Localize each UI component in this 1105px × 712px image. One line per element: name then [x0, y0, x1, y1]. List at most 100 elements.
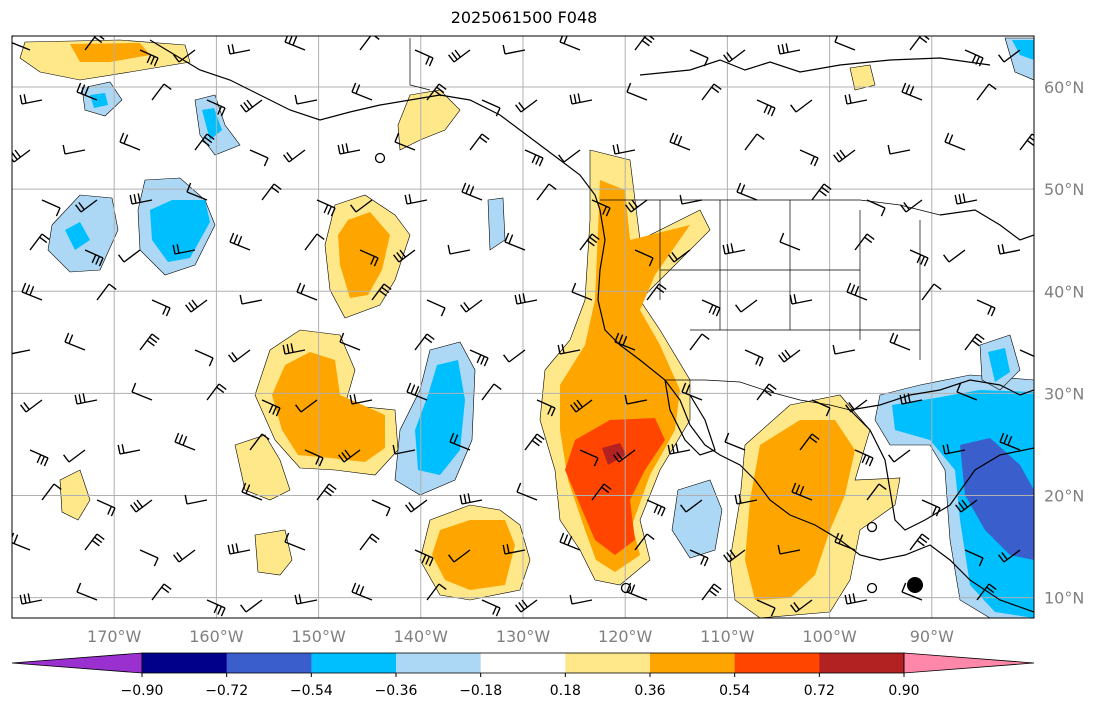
wind-barb	[997, 244, 1021, 255]
wind-barb	[909, 249, 929, 267]
colorbar-tick-label: −0.54	[290, 683, 333, 699]
wind-barb	[679, 194, 703, 205]
wind-barb	[186, 182, 208, 201]
wind-barb	[756, 599, 776, 617]
colorbar-tick-label: 0.72	[804, 683, 835, 699]
positive-blob-central-pacific-core	[272, 352, 385, 462]
wind-barb	[955, 499, 978, 513]
wind-barb	[723, 49, 746, 63]
wind-barb	[845, 399, 868, 413]
wind-barb	[626, 82, 648, 101]
wind-barb	[866, 483, 887, 501]
wind-barb	[206, 383, 227, 401]
wind-barb	[735, 299, 758, 313]
wind-barb	[756, 383, 777, 401]
wind-barb	[84, 533, 105, 551]
wind-barb	[736, 182, 758, 201]
wind-barb	[459, 493, 483, 505]
colorbar-segment	[480, 653, 566, 673]
longitude-label: 160°W	[189, 627, 244, 646]
wind-barb	[799, 149, 819, 167]
positive-plume-california-strong	[565, 418, 665, 555]
wind-barb	[29, 233, 50, 251]
wind-barb	[131, 382, 153, 401]
wind-barb	[832, 344, 856, 355]
wind-barb	[976, 583, 997, 601]
wind-barb	[228, 349, 251, 363]
wind-barb	[681, 382, 703, 401]
wind-barb	[414, 49, 434, 67]
wind-barb	[350, 199, 373, 213]
wind-barb	[84, 36, 105, 51]
wind-barb	[571, 282, 593, 301]
wind-barb	[834, 532, 856, 551]
positive-blob-small-north	[849, 64, 876, 91]
colorbar-segment	[819, 653, 905, 673]
wind-barb	[689, 333, 710, 351]
wind-barb	[239, 294, 263, 305]
wind-barb	[844, 94, 868, 105]
wind-barb	[680, 499, 703, 513]
wind-barb	[854, 449, 874, 467]
wind-barb	[956, 382, 978, 401]
wind-barb	[866, 199, 886, 217]
wind-barb	[481, 599, 501, 617]
negative-region-coast-small	[487, 197, 506, 251]
wind-barb	[338, 449, 361, 463]
wind-barb	[173, 49, 196, 63]
colorbar-segment	[734, 653, 820, 673]
wind-barb	[227, 44, 251, 55]
wind-barb	[998, 49, 1021, 63]
colorbar-tick-label: 0.54	[719, 683, 750, 699]
wind-barb	[316, 199, 336, 217]
wind-barb	[976, 299, 996, 317]
wind-barb	[481, 99, 501, 117]
wind-barb	[351, 582, 373, 601]
wind-barb	[634, 249, 654, 267]
wind-barb	[62, 144, 86, 155]
positive-blob-south-pacific-core	[432, 520, 515, 590]
wind-barb	[12, 532, 31, 551]
wind-barb	[294, 594, 318, 605]
wind-barb	[514, 293, 538, 305]
wind-barb	[41, 199, 61, 217]
map-frame	[11, 35, 1035, 619]
wind-barb	[579, 449, 599, 467]
wind-barb	[515, 99, 538, 113]
wind-barb	[261, 399, 281, 417]
wind-barb	[634, 36, 655, 51]
negative-region-west-core	[65, 222, 90, 250]
wind-barb	[909, 533, 930, 551]
wind-barb	[701, 299, 721, 317]
wind-barb	[12, 349, 31, 355]
wind-barb	[84, 249, 104, 267]
wind-barb	[901, 582, 923, 601]
wind-barb	[834, 36, 856, 51]
colorbar-tick-label: −0.72	[205, 683, 248, 699]
wind-barb	[625, 199, 648, 213]
wind-barb	[21, 282, 43, 301]
wind-barb	[998, 549, 1021, 563]
latitude-label: 10°N	[1044, 589, 1084, 608]
wind-barb	[172, 244, 196, 255]
wind-barb	[900, 199, 923, 213]
wind-barb	[887, 144, 911, 155]
wind-barb	[701, 583, 722, 601]
wind-barb	[337, 143, 361, 155]
wind-barb	[460, 299, 483, 313]
wind-barb	[502, 44, 526, 55]
wind-barb	[64, 332, 86, 351]
wind-barb	[12, 149, 31, 163]
colorbar-tick-label: 0.36	[634, 683, 665, 699]
longitude-label: 130°W	[496, 627, 551, 646]
wind-barb	[481, 383, 502, 401]
latitude-labels: 60°N 50°N 40°N 30°N 20°N 10°N	[1044, 78, 1084, 608]
wind-barb	[469, 133, 490, 151]
alaska-canada-border	[409, 38, 431, 91]
wind-barb	[516, 482, 538, 501]
wind-barb	[789, 294, 813, 305]
wind-barb	[371, 499, 391, 517]
wind-barb	[130, 499, 153, 513]
wind-barb	[646, 499, 666, 517]
wind-barb	[790, 99, 813, 113]
